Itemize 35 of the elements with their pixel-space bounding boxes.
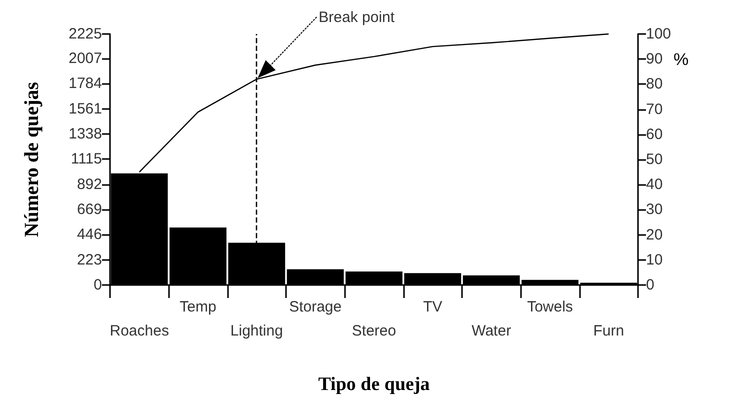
y2-tick-label: 60 <box>646 126 663 143</box>
x-tick-label: Furn <box>593 322 624 340</box>
y-tick-label: 1561 <box>68 100 102 118</box>
y2-tick-label: 30 <box>646 201 663 218</box>
y2-tick-label: 90 <box>646 50 663 68</box>
y2-tick-label: 80 <box>646 76 663 93</box>
x-tick-label: Roaches <box>110 322 169 340</box>
y-tick-label: 669 <box>76 201 102 218</box>
y2-tick-label: 70 <box>646 100 663 118</box>
x-tick-label: Storage <box>289 298 342 316</box>
y-tick-label: 1784 <box>68 75 102 92</box>
x-tick-label: Lighting <box>230 322 283 340</box>
y-tick-label: 1338 <box>68 126 102 143</box>
text: Break point <box>318 9 396 26</box>
x-tick-label: Stereo <box>352 322 396 340</box>
x-tick-label: TV <box>423 298 442 316</box>
y-tick-label: 2225 <box>68 26 102 42</box>
y2-tick-label: 0 <box>646 276 654 294</box>
y-tick-label: 2007 <box>68 50 102 68</box>
x-tick-label: Water <box>472 322 512 340</box>
y2-tick-label: 100 <box>646 26 672 42</box>
y-tick-label: 1115 <box>70 150 102 168</box>
x-tick-label: Temp <box>180 298 216 316</box>
y2-tick-label: 10 <box>646 251 663 268</box>
y2-axis-title: % <box>673 50 689 69</box>
x-tick-label: Towels <box>527 298 573 316</box>
y2-tick-label: 20 <box>646 226 663 244</box>
y-tick-label: 0 <box>94 276 102 294</box>
x-axis-title: Tipo de queja <box>318 374 430 395</box>
y-tick-label: 223 <box>76 251 102 268</box>
y-axis-title: Número de quejas <box>21 82 43 238</box>
y-tick-label: 892 <box>76 176 102 193</box>
y2-tick-label: 40 <box>646 176 663 194</box>
y-tick-label: 446 <box>76 226 102 244</box>
y2-tick-label: 50 <box>646 151 663 168</box>
